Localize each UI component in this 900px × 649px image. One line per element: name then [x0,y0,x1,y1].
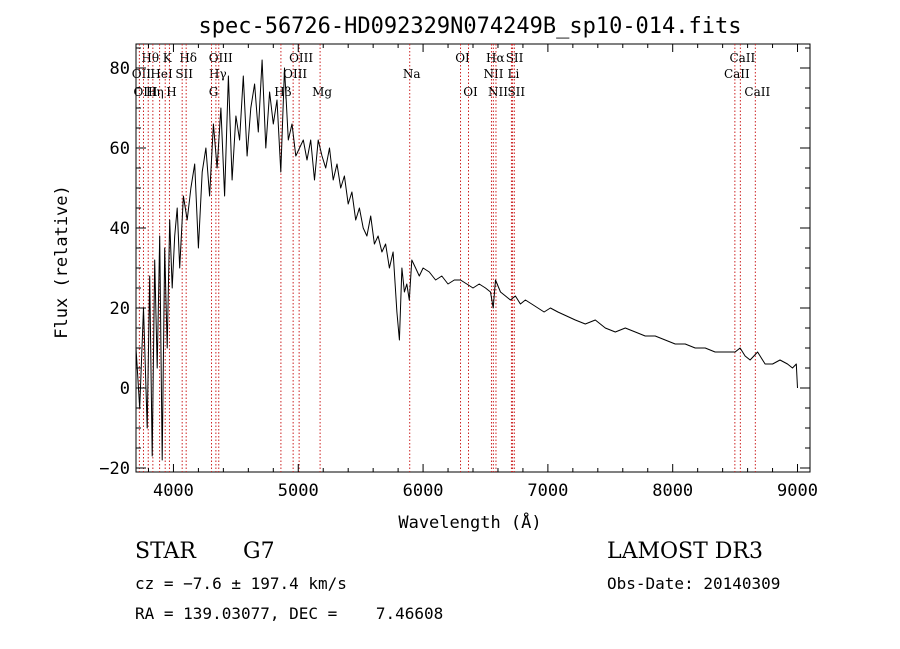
y-tick-label-2: 20 [110,299,130,319]
marker-label-24: SII [507,85,525,99]
series-line-0 [135,59,798,461]
x-tick-label-2: 6000 [403,481,444,501]
marker-label-27: CaII [744,85,770,99]
marker-label-4: K [163,51,173,65]
x-tick-label-4: 8000 [652,481,693,501]
marker-label-14: Hβ [274,85,291,99]
marker-label-10: Hγ [209,67,227,81]
marker-label-15: Mg [312,85,332,99]
marker-label-12: OIII [289,51,313,65]
x-axis: 4000 5000 6000 7000 8000 9000 [147,44,818,501]
x-tick-label-0: 4000 [153,481,194,501]
marker-label-3: Hη [146,85,164,99]
x-axis-label: Wavelength (Å) [398,511,541,533]
y-tick-label-1: 0 [120,379,130,399]
marker-label-26: CaII [724,67,750,81]
y-tick-label-0: −20 [99,459,130,479]
plot-frame [135,43,811,473]
marker-label-20: NII [483,67,503,81]
observation-date: Obs-Date: 20140309 [607,574,781,593]
marker-label-25: CaII [729,51,755,65]
x-tick-label-3: 7000 [527,481,568,501]
y-axis: −20 0 20 40 60 80 [99,47,810,479]
marker-label-5: HeI [150,67,173,81]
marker-label-16: Na [403,67,421,81]
x-tick-label-5: 9000 [777,481,818,501]
marker-label-9: OIII [209,51,233,65]
marker-label-8: SII [175,67,193,81]
survey-name: LAMOST DR3 [607,539,763,564]
marker-label-6: H [166,85,176,99]
marker-label-21: NII [488,85,508,99]
marker-label-23: Li [508,67,520,81]
marker-label-11: G [209,85,219,99]
redshift-value: cz = −7.6 ± 197.4 km/s [135,574,347,593]
object-subclass: G7 [243,539,275,564]
coordinates: RA = 139.03077, DEC = 7.46608 [135,604,444,623]
flux-series [135,59,798,461]
object-class: STAR [135,539,196,564]
chart-title: spec-56726-HD092329N074249B_sp10-014.fit… [198,14,741,39]
y-axis-label: Flux (relative) [52,185,72,339]
marker-label-7: Hδ [179,51,197,65]
marker-label-0: Hθ [141,51,159,65]
y-tick-label-3: 40 [110,219,130,239]
marker-label-13: OIII [283,67,307,81]
y-tick-label-5: 80 [110,59,130,79]
marker-label-19: Hα [486,51,505,65]
x-tick-label-1: 5000 [278,481,319,501]
y-tick-label-4: 60 [110,139,130,159]
marker-label-17: OI [455,51,470,65]
marker-label-1: OII [132,67,152,81]
marker-label-18: OI [463,85,478,99]
